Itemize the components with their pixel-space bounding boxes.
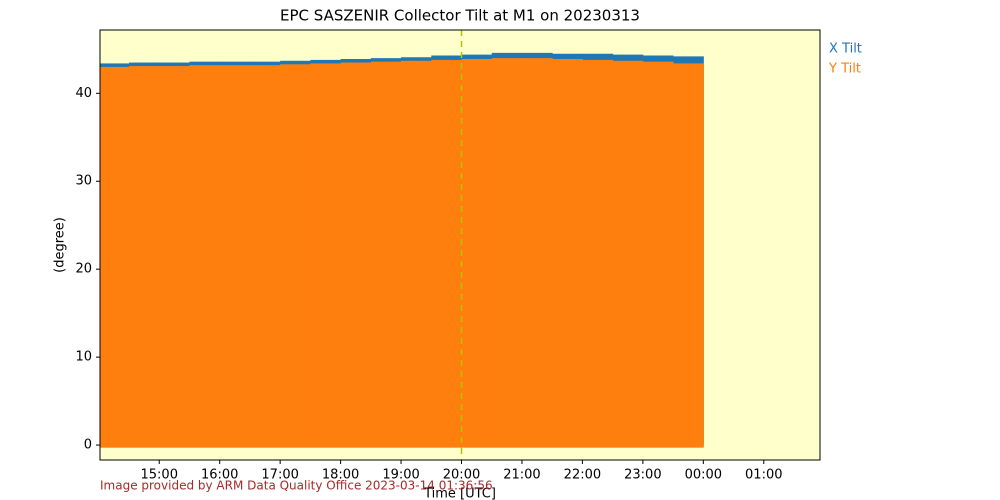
x-tick-label: 19:00 — [382, 468, 419, 483]
y-tick-label: 10 — [75, 350, 92, 365]
x-tick-label: 23:00 — [624, 468, 661, 483]
x-tick-label: 22:00 — [564, 468, 601, 483]
y-axis-label: (degree) — [53, 217, 68, 273]
x-tick-label: 00:00 — [685, 468, 722, 483]
x-tick-label: 17:00 — [261, 468, 298, 483]
x-tick-label: 21:00 — [503, 468, 540, 483]
range-bar — [100, 66, 130, 448]
range-bar — [612, 60, 644, 448]
x-axis-label: Time [UTC] — [423, 487, 496, 500]
legend-label: Y Tilt — [828, 62, 861, 77]
range-bar — [340, 62, 372, 448]
range-bar — [159, 66, 190, 448]
range-bar — [673, 63, 704, 448]
range-bar — [280, 64, 311, 448]
range-bar — [491, 58, 523, 448]
x-tick-label: 18:00 — [322, 468, 359, 483]
range-bar — [189, 65, 221, 448]
x-tick-label: 20:00 — [443, 468, 480, 483]
range-bar — [582, 59, 614, 448]
plot-area — [100, 30, 704, 460]
y-tick-label: 0 — [84, 438, 92, 453]
range-bar — [219, 65, 251, 448]
range-bar — [521, 58, 553, 448]
range-bar — [370, 61, 402, 448]
y-tick-label: 30 — [75, 174, 92, 189]
range-bar — [461, 59, 493, 448]
x-tick-label: 01:00 — [745, 468, 782, 483]
range-bar — [249, 65, 281, 448]
legend-label: X Tilt — [829, 42, 862, 57]
y-tick-label: 20 — [75, 262, 92, 277]
range-bar — [552, 59, 583, 448]
range-bar — [310, 63, 342, 448]
x-tick-label: 16:00 — [201, 468, 238, 483]
y-tick-label: 40 — [75, 86, 92, 101]
range-bar — [129, 66, 160, 448]
chart-title: EPC SASZENIR Collector Tilt at M1 on 202… — [280, 7, 640, 25]
range-bar — [642, 61, 674, 448]
range-bar — [401, 60, 432, 448]
plot-frame — [99, 29, 821, 461]
range-bar — [431, 59, 463, 448]
x-tick-label: 15:00 — [141, 468, 178, 483]
footer: Image provided by ARM Data Quality Offic… — [100, 479, 493, 493]
